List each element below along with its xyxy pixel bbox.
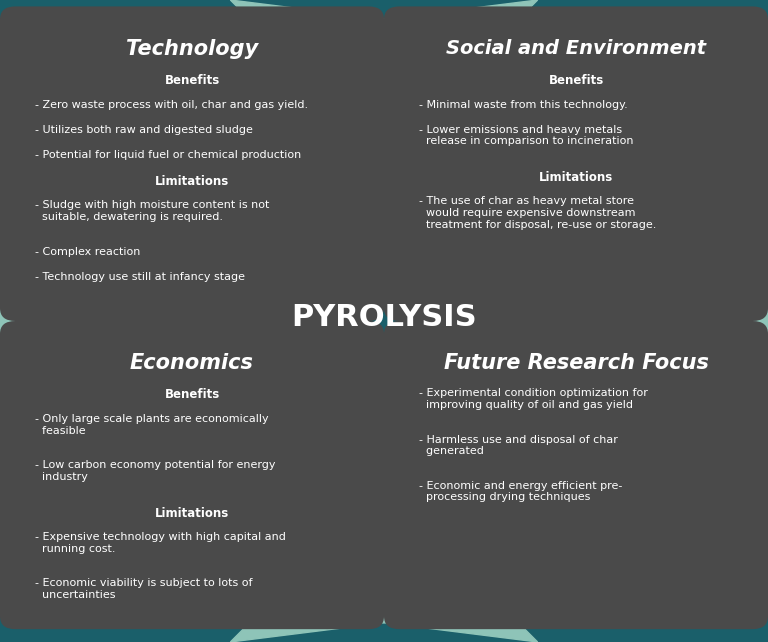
Text: - Economic viability is subject to lots of
  uncertainties: - Economic viability is subject to lots … [35,578,252,600]
Text: Limitations: Limitations [155,507,229,519]
FancyBboxPatch shape [384,6,768,321]
Text: Limitations: Limitations [539,171,613,184]
Text: - Technology use still at infancy stage: - Technology use still at infancy stage [35,272,244,282]
Text: - Lower emissions and heavy metals
  release in comparison to incineration: - Lower emissions and heavy metals relea… [419,125,633,146]
Polygon shape [230,488,384,642]
Polygon shape [0,270,169,372]
Text: Benefits: Benefits [548,74,604,87]
Text: - Economic and energy efficient pre-
  processing drying techniques: - Economic and energy efficient pre- pro… [419,481,622,503]
Text: - Minimal waste from this technology.: - Minimal waste from this technology. [419,100,627,110]
Text: - The use of char as heavy metal store
  would require expensive downstream
  tr: - The use of char as heavy metal store w… [419,196,656,230]
Text: - Only large scale plants are economically
  feasible: - Only large scale plants are economical… [35,414,268,436]
Polygon shape [384,0,538,154]
Text: Technology: Technology [126,39,258,58]
Text: - Low carbon economy potential for energy
  industry: - Low carbon economy potential for energ… [35,460,275,482]
Text: Social and Environment: Social and Environment [446,39,706,58]
Polygon shape [599,270,768,372]
FancyBboxPatch shape [0,321,384,629]
Text: Benefits: Benefits [164,74,220,87]
Text: Economics: Economics [130,353,254,373]
Text: PYROLYSIS: PYROLYSIS [291,303,477,333]
Polygon shape [384,488,538,642]
Polygon shape [230,0,384,154]
Text: - Utilizes both raw and digested sludge: - Utilizes both raw and digested sludge [35,125,253,135]
Text: Benefits: Benefits [164,388,220,401]
Text: Future Research Focus: Future Research Focus [444,353,708,373]
Text: - Potential for liquid fuel or chemical production: - Potential for liquid fuel or chemical … [35,150,301,160]
Text: - Sludge with high moisture content is not
  suitable, dewatering is required.: - Sludge with high moisture content is n… [35,200,269,222]
Text: - Harmless use and disposal of char
  generated: - Harmless use and disposal of char gene… [419,435,617,456]
Text: - Expensive technology with high capital and
  running cost.: - Expensive technology with high capital… [35,532,286,554]
FancyBboxPatch shape [0,6,384,321]
FancyBboxPatch shape [384,321,768,629]
Text: - Complex reaction: - Complex reaction [35,247,140,257]
Text: - Zero waste process with oil, char and gas yield.: - Zero waste process with oil, char and … [35,100,308,110]
Text: - Experimental condition optimization for
  improving quality of oil and gas yie: - Experimental condition optimization fo… [419,388,647,410]
Text: Limitations: Limitations [155,175,229,187]
